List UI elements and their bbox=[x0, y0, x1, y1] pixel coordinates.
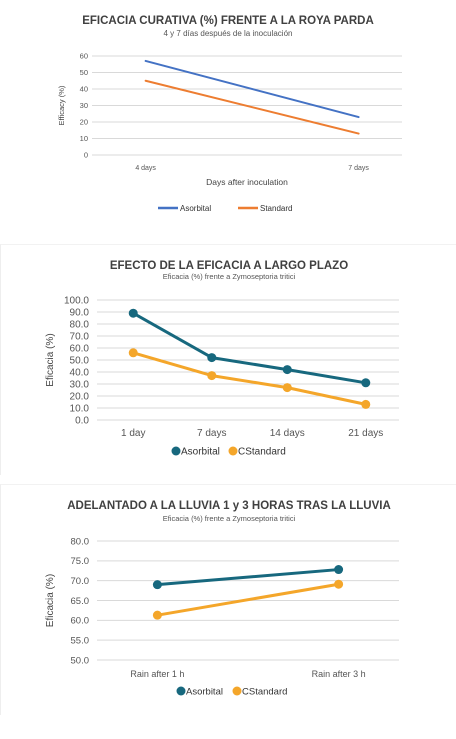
legend-label-standard: Standard bbox=[260, 204, 292, 213]
data-point-cstandard bbox=[128, 348, 138, 358]
chart-title: EFICACIA CURATIVA (%) FRENTE A LA ROYA P… bbox=[82, 15, 374, 27]
y-tick-label: 80.0 bbox=[71, 536, 90, 547]
legend-marker-asorbital bbox=[176, 686, 186, 696]
legend-label-cstandard: CStandard bbox=[242, 686, 287, 697]
series-line-asorbital bbox=[131, 311, 368, 385]
chart-subtitle: 4 y 7 días después de la inoculación bbox=[164, 29, 293, 38]
legend-marker-cstandard bbox=[228, 446, 238, 456]
legend-label-asorbital: Asorbital bbox=[181, 447, 220, 458]
y-tick-label: 10.0 bbox=[70, 404, 90, 415]
legend-marker-asorbital bbox=[171, 446, 181, 456]
x-tick-label: 7 days bbox=[348, 165, 369, 172]
y-tick-label: 65.0 bbox=[71, 596, 90, 607]
series-line-cstandard bbox=[155, 582, 341, 617]
curative-efficacy-chart: EFICACIA CURATIVA (%) FRENTE A LA ROYA P… bbox=[0, 0, 456, 230]
x-tick-label: Rain after 1 h bbox=[130, 669, 184, 679]
y-tick-label: 30 bbox=[80, 101, 88, 110]
y-tick-label: 90.0 bbox=[70, 308, 90, 319]
series-line-asorbital bbox=[144, 59, 360, 119]
y-tick-label: 60.0 bbox=[71, 616, 90, 627]
x-tick-label: 7 days bbox=[197, 428, 226, 439]
legend-marker-cstandard bbox=[232, 686, 242, 696]
y-axis-label: Efficacy (%) bbox=[57, 85, 66, 125]
series-line-cstandard bbox=[131, 351, 368, 406]
chart-subtitle: Eficacia (%) frente a Zymoseptoria triti… bbox=[163, 514, 296, 523]
y-tick-label: 50.0 bbox=[70, 356, 90, 367]
data-point-cstandard bbox=[334, 579, 344, 589]
y-tick-label: 70.0 bbox=[70, 332, 90, 343]
y-tick-label: 80.0 bbox=[70, 320, 90, 331]
y-tick-label: 75.0 bbox=[71, 556, 90, 567]
long-term-efficacy-svg: EFECTO DE LA EFICACIA A LARGO PLAZOEfica… bbox=[45, 260, 399, 458]
y-tick-label: 50 bbox=[80, 68, 88, 77]
legend-label-asorbital: Asorbital bbox=[186, 686, 223, 697]
y-tick-label: 60 bbox=[80, 52, 88, 61]
chart-title: EFECTO DE LA EFICACIA A LARGO PLAZO bbox=[110, 260, 348, 272]
data-point-cstandard bbox=[207, 371, 217, 381]
series-line-standard bbox=[144, 79, 360, 135]
data-point-asorbital bbox=[128, 308, 138, 318]
y-tick-label: 0.0 bbox=[75, 416, 89, 427]
y-tick-label: 20.0 bbox=[70, 392, 90, 403]
data-point-asorbital bbox=[207, 353, 217, 363]
data-point-cstandard bbox=[282, 383, 292, 393]
legend-label-cstandard: CStandard bbox=[238, 447, 286, 458]
curative-efficacy-svg: EFICACIA CURATIVA (%) FRENTE A LA ROYA P… bbox=[57, 15, 402, 213]
legend-label-asorbital: Asorbital bbox=[180, 204, 211, 213]
y-tick-label: 10 bbox=[80, 134, 88, 143]
y-axis-label: Eficacia (%) bbox=[45, 574, 56, 627]
y-tick-label: 20 bbox=[80, 118, 88, 127]
series-line-asorbital bbox=[155, 568, 341, 587]
y-tick-label: 40.0 bbox=[70, 368, 90, 379]
y-tick-label: 40 bbox=[80, 85, 88, 94]
y-tick-label: 100.0 bbox=[64, 296, 89, 307]
y-tick-label: 0 bbox=[84, 151, 88, 160]
data-point-cstandard bbox=[152, 610, 162, 620]
y-tick-label: 60.0 bbox=[70, 344, 90, 355]
x-tick-label: Rain after 3 h bbox=[312, 669, 366, 679]
x-tick-label: 4 days bbox=[135, 165, 156, 172]
y-tick-label: 70.0 bbox=[71, 576, 90, 587]
x-tick-label: 14 days bbox=[270, 428, 305, 439]
long-term-efficacy-chart: EFECTO DE LA EFICACIA A LARGO PLAZO Efica… bbox=[0, 244, 456, 475]
rainfastness-svg: ADELANTADO A LA LLUVIA 1 y 3 HORAS TRAS … bbox=[45, 500, 399, 697]
x-tick-label: 21 days bbox=[348, 428, 383, 439]
chart-subtitle: Eficacia (%) frente a Zymoseptoria triti… bbox=[163, 272, 296, 281]
y-tick-label: 55.0 bbox=[71, 635, 90, 646]
y-tick-label: 30.0 bbox=[70, 380, 90, 391]
y-axis-label: Eficacia (%) bbox=[45, 333, 56, 386]
x-tick-label: 1 day bbox=[121, 428, 145, 439]
data-point-asorbital bbox=[361, 378, 371, 388]
data-point-asorbital bbox=[152, 580, 162, 590]
data-point-asorbital bbox=[334, 565, 344, 575]
rainfastness-chart: ADELANTADO A LA LLUVIA 1 y 3 HORAS TRAS … bbox=[0, 484, 456, 715]
data-point-cstandard bbox=[361, 399, 371, 409]
y-tick-label: 50.0 bbox=[71, 655, 90, 666]
x-axis-label: Days after inoculation bbox=[206, 177, 288, 187]
chart-title: ADELANTADO A LA LLUVIA 1 y 3 HORAS TRAS … bbox=[67, 500, 391, 512]
data-point-asorbital bbox=[282, 365, 292, 375]
